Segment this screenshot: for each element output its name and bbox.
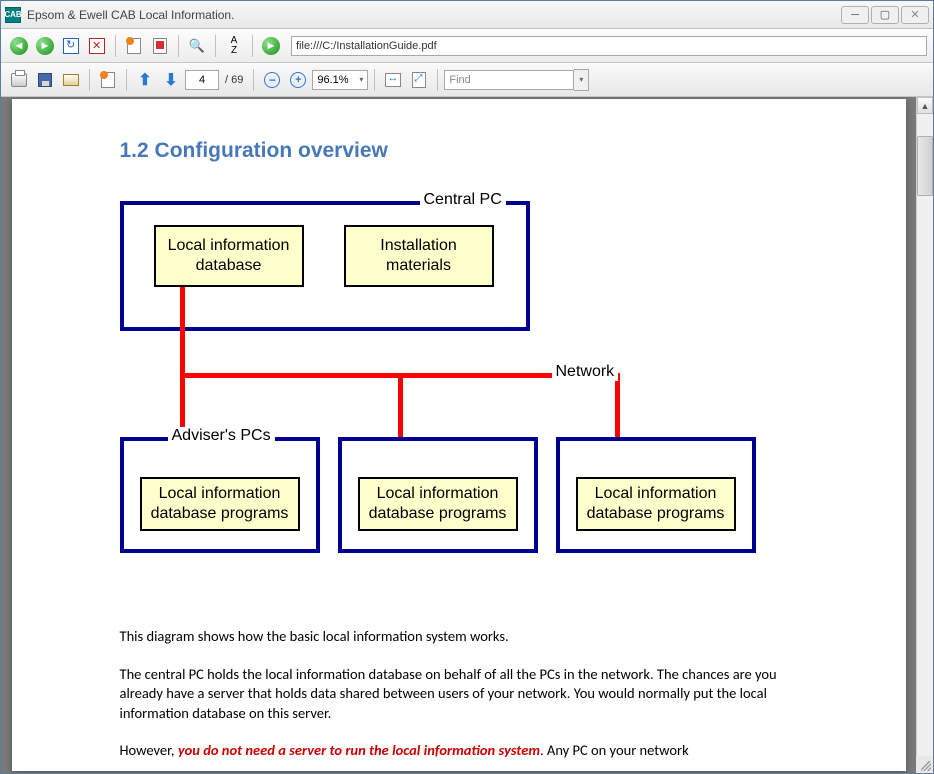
app-window: CAB Epsom & Ewell CAB Local Information.…	[0, 0, 934, 774]
paragraph-3: However, you do not need a server to run…	[120, 741, 798, 761]
para3-emphasis: you do not need a server to run the loca…	[178, 741, 540, 759]
arrow-up-icon: ⬆	[138, 70, 151, 90]
local-info-db-box: Local informationdatabase	[154, 225, 304, 287]
magnifier-plus-icon: 🔍	[189, 38, 205, 54]
back-icon: ◄	[10, 37, 28, 55]
fit-page-button[interactable]	[407, 68, 431, 92]
navigation-toolbar: ◄ ► 🔍 AZ ►	[1, 29, 933, 63]
plus-icon: +	[290, 72, 306, 88]
zoom-out-button[interactable]: −	[260, 68, 284, 92]
toolbar-separator	[89, 69, 90, 91]
toolbar-separator	[115, 35, 116, 57]
para3-pre: However,	[120, 741, 178, 759]
go-button[interactable]: ►	[259, 34, 283, 58]
sort-button[interactable]: AZ	[222, 34, 246, 58]
zoom-in-button[interactable]: 🔍	[185, 34, 209, 58]
go-icon: ►	[262, 37, 280, 55]
toolbar-separator	[178, 35, 179, 57]
arrow-down-icon: ⬇	[164, 70, 177, 90]
doc-button-1[interactable]	[122, 34, 146, 58]
programs-box-2: Local informationdatabase programs	[358, 477, 518, 531]
scroll-up-button[interactable]: ▲	[917, 97, 933, 114]
fit-width-button[interactable]	[381, 68, 405, 92]
page-viewport[interactable]: 1.2 Configuration overview Central PC Lo…	[1, 97, 916, 773]
print-button[interactable]	[7, 68, 31, 92]
app-icon: CAB	[5, 7, 21, 23]
zoom-value: 96.1%	[317, 74, 348, 86]
paragraph-2: The central PC holds the local informati…	[120, 665, 798, 724]
refresh-icon	[63, 38, 79, 54]
toolbar-separator	[374, 69, 375, 91]
close-button[interactable]: ✕	[901, 6, 929, 24]
para3-post: . Any PC on your network	[540, 741, 689, 759]
forward-icon: ►	[36, 37, 54, 55]
toolbar-separator	[252, 35, 253, 57]
stop-button[interactable]	[85, 34, 109, 58]
toolbar-separator	[253, 69, 254, 91]
doc-red-icon	[153, 38, 167, 54]
paragraph-1: This diagram shows how the basic local i…	[120, 627, 798, 647]
content-area: 1.2 Configuration overview Central PC Lo…	[1, 97, 933, 773]
minus-icon: −	[264, 72, 280, 88]
sort-az-icon: AZ	[231, 36, 238, 56]
resize-grip[interactable]	[916, 756, 933, 773]
toolbar-separator	[215, 35, 216, 57]
fit-width-icon	[385, 73, 401, 87]
toolbar-separator	[437, 69, 438, 91]
programs-box-1: Local informationdatabase programs	[140, 477, 300, 531]
pages-button[interactable]	[96, 68, 120, 92]
zoom-select[interactable]: 96.1%	[312, 70, 368, 90]
doc-button-2[interactable]	[148, 34, 172, 58]
pages-icon	[101, 72, 115, 88]
refresh-button[interactable]	[59, 34, 83, 58]
toolbar-separator	[126, 69, 127, 91]
scroll-thumb[interactable]	[917, 136, 933, 196]
email-button[interactable]	[59, 68, 83, 92]
prev-page-button[interactable]: ⬆	[133, 68, 157, 92]
save-icon	[38, 73, 52, 87]
find-wrapper: Find	[444, 69, 589, 91]
url-input[interactable]	[291, 36, 927, 56]
window-title: Epsom & Ewell CAB Local Information.	[27, 8, 841, 22]
section-heading: 1.2 Configuration overview	[120, 139, 798, 163]
title-bar: CAB Epsom & Ewell CAB Local Information.…	[1, 1, 933, 29]
adviser-pc-label: Adviser's PCs	[168, 427, 275, 445]
minimize-button[interactable]: ─	[841, 6, 869, 24]
stop-icon	[89, 38, 105, 54]
page-total-label: / 69	[225, 74, 243, 86]
vertical-scrollbar[interactable]: ▲ ▼	[916, 97, 933, 773]
find-input[interactable]: Find	[444, 70, 574, 90]
window-controls: ─ ▢ ✕	[841, 6, 929, 24]
save-button[interactable]	[33, 68, 57, 92]
scroll-track[interactable]	[917, 114, 933, 756]
print-icon	[11, 73, 27, 87]
back-button[interactable]: ◄	[7, 34, 31, 58]
install-materials-box: Installationmaterials	[344, 225, 494, 287]
mail-icon	[63, 74, 79, 86]
forward-button[interactable]: ►	[33, 34, 57, 58]
pdf-toolbar: ⬆ ⬇ / 69 − + 96.1% Find	[1, 63, 933, 97]
page-number-input[interactable]	[185, 70, 219, 90]
central-pc-label: Central PC	[420, 191, 506, 209]
zoom-in-button-2[interactable]: +	[286, 68, 310, 92]
maximize-button[interactable]: ▢	[871, 6, 899, 24]
network-label: Network	[552, 363, 619, 381]
pdf-page: 1.2 Configuration overview Central PC Lo…	[12, 99, 906, 771]
next-page-button[interactable]: ⬇	[159, 68, 183, 92]
configuration-diagram: Central PC Local informationdatabase Ins…	[120, 191, 800, 591]
doc-icon	[127, 38, 141, 54]
fit-page-icon	[412, 72, 426, 88]
programs-box-3: Local informationdatabase programs	[576, 477, 736, 531]
